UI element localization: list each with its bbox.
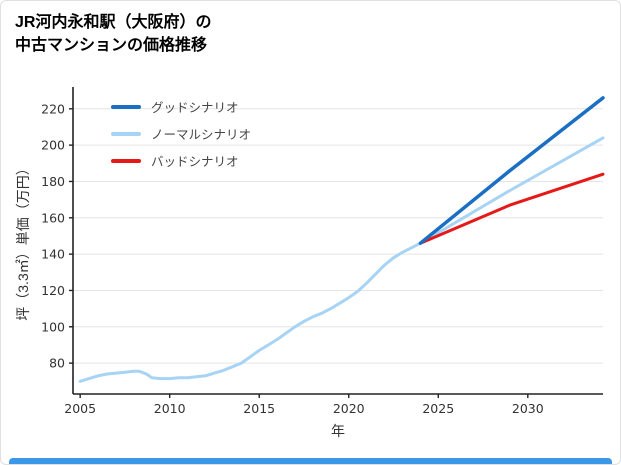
legend-label-good: グッドシナリオ <box>151 101 239 115</box>
chart-legend: グッドシナリオ ノーマルシナリオ バッドシナリオ <box>111 93 251 174</box>
y-tick-label: 200 <box>41 138 65 153</box>
x-tick-label: 2020 <box>333 401 365 416</box>
page-title: JR河内永和駅（大阪府）の 中古マンションの価格推移 <box>15 11 211 57</box>
series-historical <box>78 241 422 383</box>
x-axis-label: 年 <box>331 423 345 439</box>
legend-item-bad: バッドシナリオ <box>111 147 251 174</box>
y-tick-label: 220 <box>41 101 65 116</box>
page-title-line2: 中古マンションの価格推移 <box>15 37 208 55</box>
page-title-line1: JR河内永和駅（大阪府）の <box>15 14 212 31</box>
x-tick-label: 2025 <box>422 401 454 416</box>
footer-accent-bar <box>9 458 612 464</box>
y-tick-label: 80 <box>49 356 65 371</box>
x-tick-label: 2010 <box>154 401 186 416</box>
x-tick-label: 2015 <box>243 401 275 416</box>
series-bad <box>418 172 605 245</box>
y-tick-label: 120 <box>41 283 65 298</box>
legend-line-bad <box>111 158 141 163</box>
x-tick-label: 2030 <box>512 401 544 416</box>
legend-item-normal: ノーマルシナリオ <box>111 120 251 147</box>
series-good <box>418 96 605 245</box>
y-tick-label: 100 <box>41 319 65 334</box>
x-tick-label: 2005 <box>64 401 96 416</box>
legend-item-good: グッドシナリオ <box>111 93 251 120</box>
y-axis-label: 坪（3.3㎡）単価（万円） <box>15 161 31 321</box>
y-tick-label: 180 <box>41 174 65 189</box>
legend-label-bad: バッドシナリオ <box>151 155 239 169</box>
y-tick-label: 140 <box>41 247 65 262</box>
legend-label-normal: ノーマルシナリオ <box>151 128 252 142</box>
y-tick-label: 160 <box>41 210 65 225</box>
series-normal <box>418 136 605 245</box>
legend-line-good <box>111 104 141 109</box>
legend-line-normal <box>111 131 141 136</box>
